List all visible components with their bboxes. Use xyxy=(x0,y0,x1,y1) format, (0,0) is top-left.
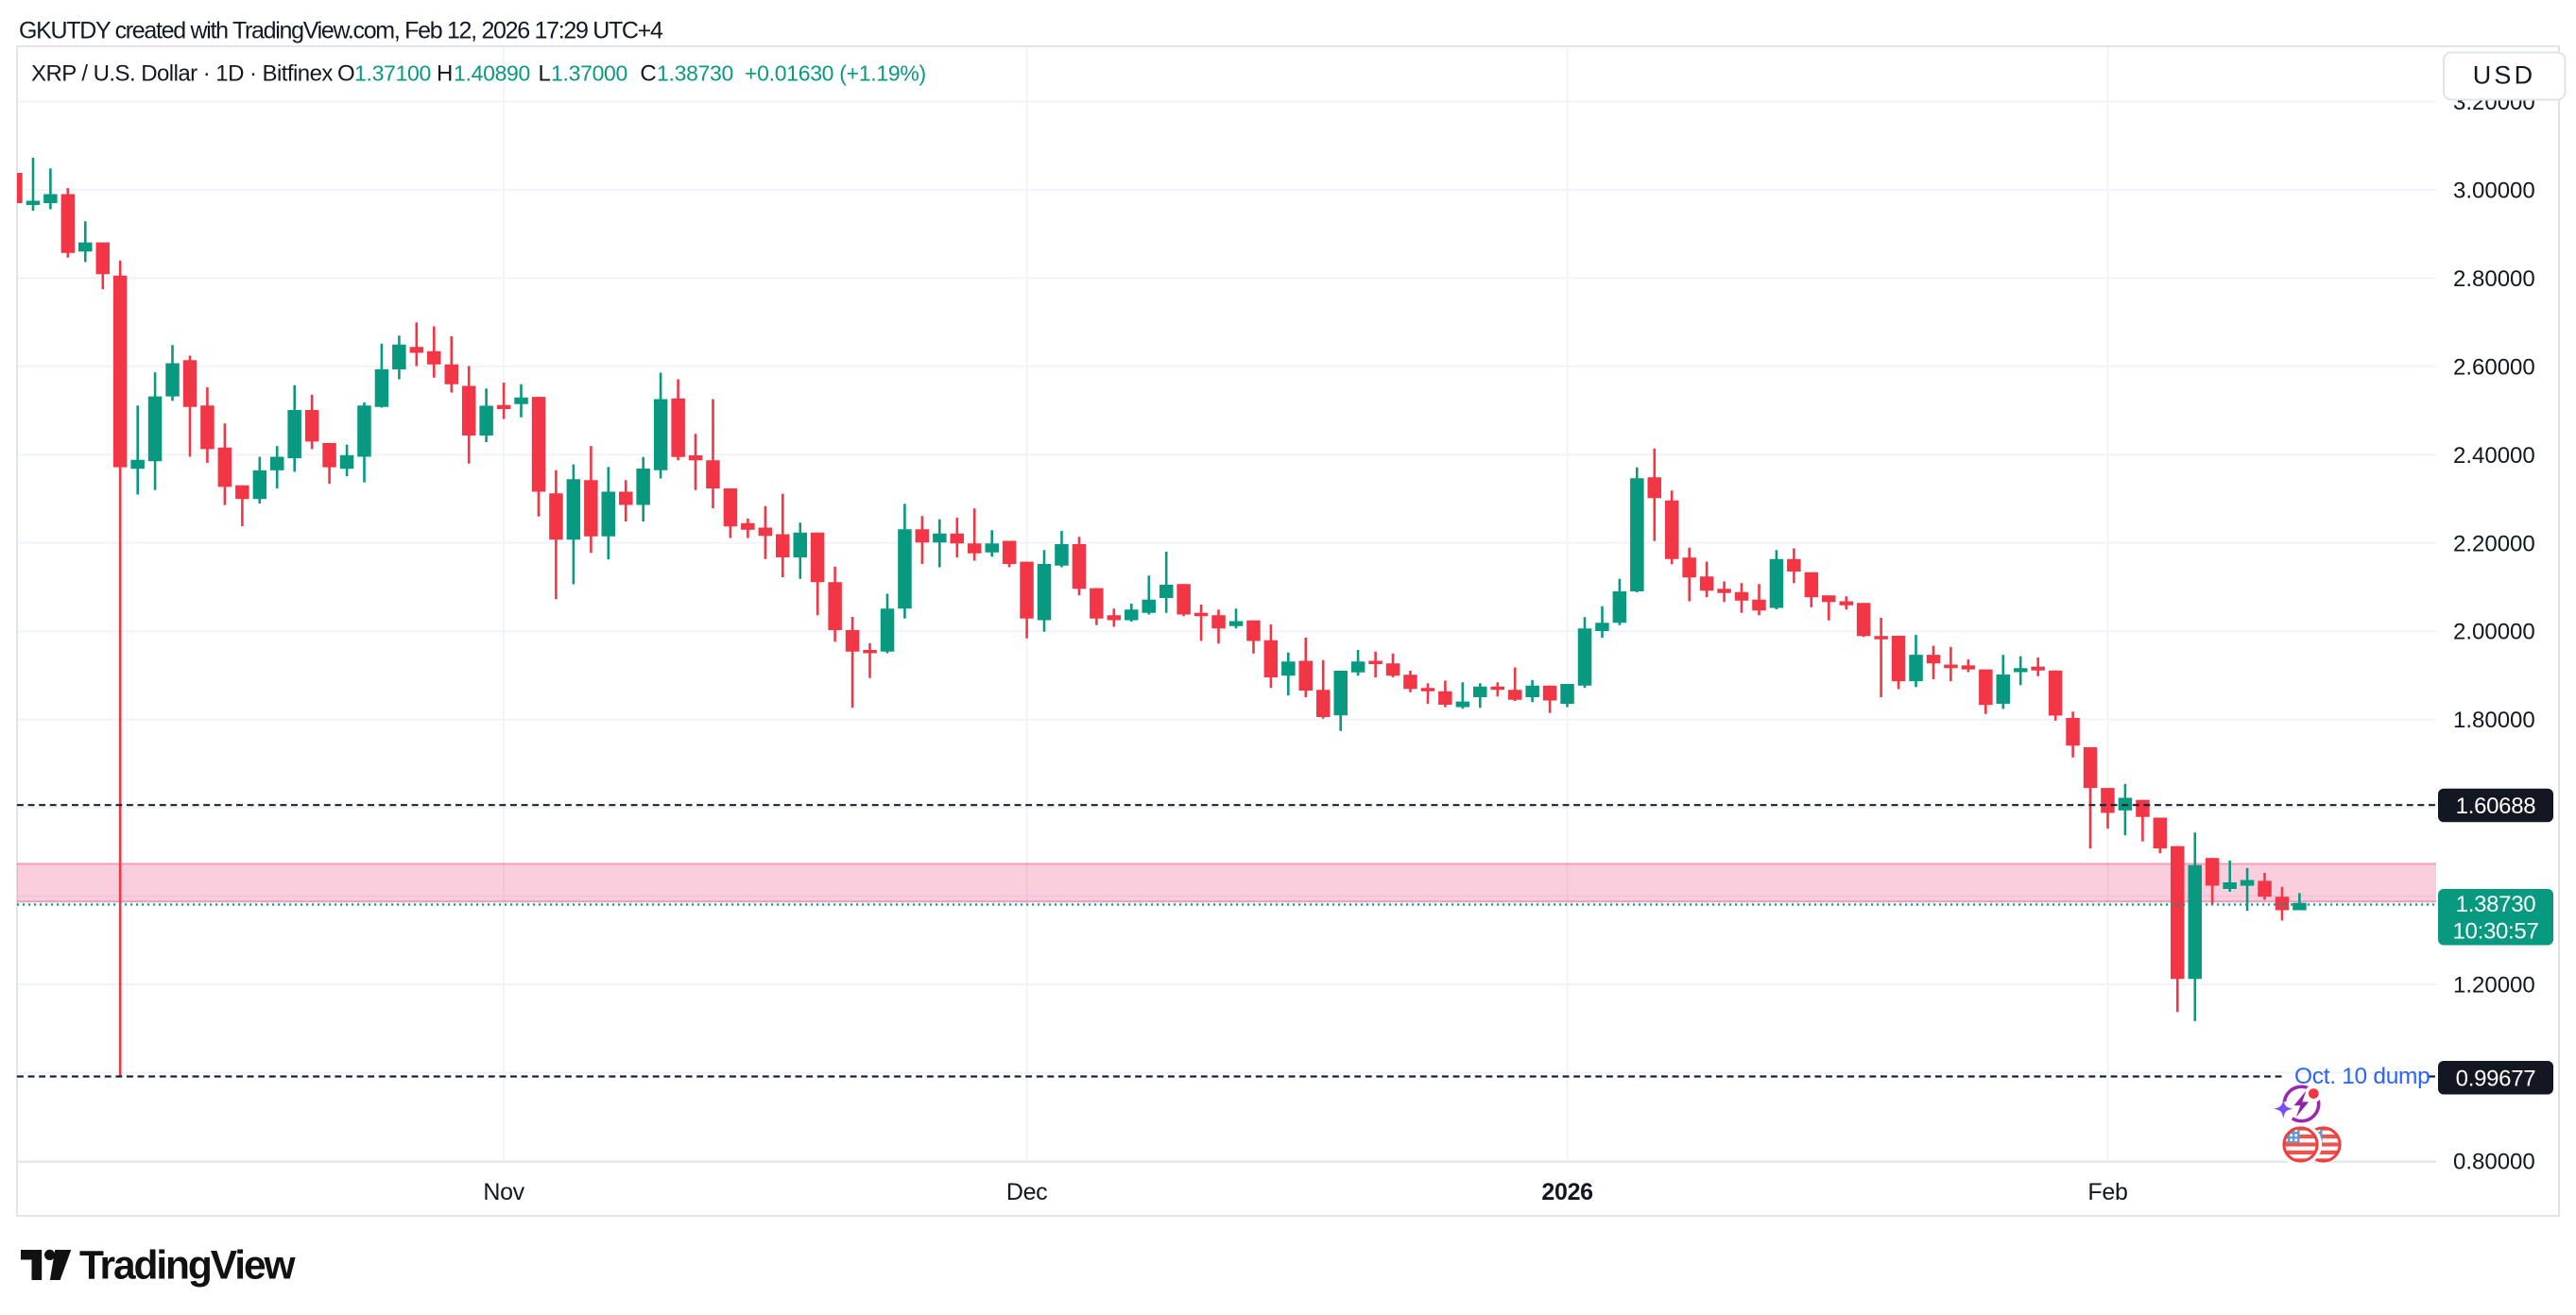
svg-text:1.37000: 1.37000 xyxy=(551,61,627,86)
svg-text:10:30:57: 10:30:57 xyxy=(2452,919,2538,945)
svg-text:Dec: Dec xyxy=(1006,1179,1048,1205)
svg-text:1.38730: 1.38730 xyxy=(2456,892,2536,917)
svg-text:H: H xyxy=(437,61,453,87)
svg-text:1.80000: 1.80000 xyxy=(2453,708,2535,733)
svg-text:Feb: Feb xyxy=(2087,1179,2127,1205)
svg-text:1.38730: 1.38730 xyxy=(657,61,733,86)
svg-text:2.00000: 2.00000 xyxy=(2453,620,2535,645)
svg-text:O: O xyxy=(337,61,354,87)
svg-text:2.20000: 2.20000 xyxy=(2453,531,2535,556)
svg-text:2.40000: 2.40000 xyxy=(2453,443,2535,469)
svg-text:Oct. 10 dump: Oct. 10 dump xyxy=(2294,1064,2430,1089)
svg-text:1.37100: 1.37100 xyxy=(354,61,431,86)
svg-text:L: L xyxy=(539,61,551,87)
svg-text:2.80000: 2.80000 xyxy=(2453,266,2535,292)
svg-text:3.00000: 3.00000 xyxy=(2453,178,2535,203)
svg-text:2.60000: 2.60000 xyxy=(2453,354,2535,380)
svg-text:TradingView: TradingView xyxy=(79,1244,297,1289)
svg-text:1.40890: 1.40890 xyxy=(454,61,530,86)
svg-text:Nov: Nov xyxy=(483,1179,524,1205)
svg-text:XRP / U.S. Dollar · 1D · Bitfi: XRP / U.S. Dollar · 1D · Bitfinex xyxy=(31,61,333,87)
svg-text:0.80000: 0.80000 xyxy=(2453,1149,2535,1174)
svg-text:+0.01630 (+1.19%): +0.01630 (+1.19%) xyxy=(745,61,926,86)
svg-text:C: C xyxy=(640,61,656,87)
svg-text:1.60688: 1.60688 xyxy=(2456,794,2536,819)
svg-text:GKUTDY created with TradingVie: GKUTDY created with TradingView.com, Feb… xyxy=(19,18,663,44)
svg-text:1.20000: 1.20000 xyxy=(2453,973,2535,999)
svg-text:USD: USD xyxy=(2473,61,2536,90)
svg-text:2026: 2026 xyxy=(1541,1179,1592,1205)
svg-text:0.99677: 0.99677 xyxy=(2456,1066,2536,1091)
